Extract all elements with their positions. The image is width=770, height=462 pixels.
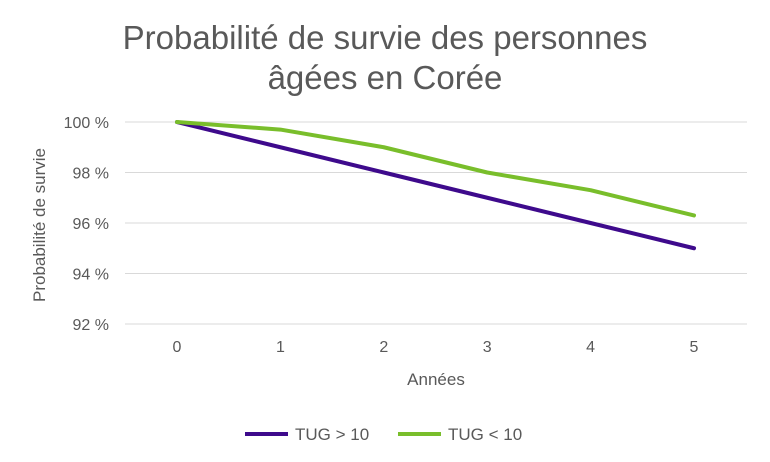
x-axis-ticks: 0 1 2 3 4 5 — [173, 339, 699, 356]
x-tick-label: 5 — [690, 339, 699, 356]
chart-title-line-2: âgées en Corée — [267, 59, 503, 96]
x-tick-label: 1 — [276, 339, 285, 356]
y-tick-label: 98 % — [73, 166, 109, 183]
chart-title: Probabilité de survie des personnes âgée… — [0, 18, 770, 98]
series-lines — [175, 120, 696, 251]
y-axis-label: Probabilité de survie — [30, 148, 49, 302]
x-tick-label: 2 — [379, 339, 388, 356]
x-axis-label: Années — [407, 370, 465, 389]
y-tick-label: 92 % — [73, 317, 109, 334]
legend: TUG > 10 TUG < 10 — [245, 425, 522, 444]
x-tick-label: 3 — [483, 339, 492, 356]
gridlines — [125, 121, 747, 325]
x-tick-label: 0 — [173, 339, 182, 356]
y-axis-ticks: 100 % 98 % 96 % 94 % 92 % — [64, 115, 109, 334]
y-tick-label: 100 % — [64, 115, 109, 132]
x-tick-label: 4 — [586, 339, 595, 356]
legend-label-tug-gt-10: TUG > 10 — [295, 425, 369, 444]
y-tick-label: 94 % — [73, 267, 109, 284]
y-tick-label: 96 % — [73, 216, 109, 233]
series-line-0 — [175, 120, 696, 251]
chart-title-line-1: Probabilité de survie des personnes — [122, 19, 648, 56]
legend-label-tug-lt-10: TUG < 10 — [448, 425, 522, 444]
series-line-1 — [175, 120, 696, 218]
